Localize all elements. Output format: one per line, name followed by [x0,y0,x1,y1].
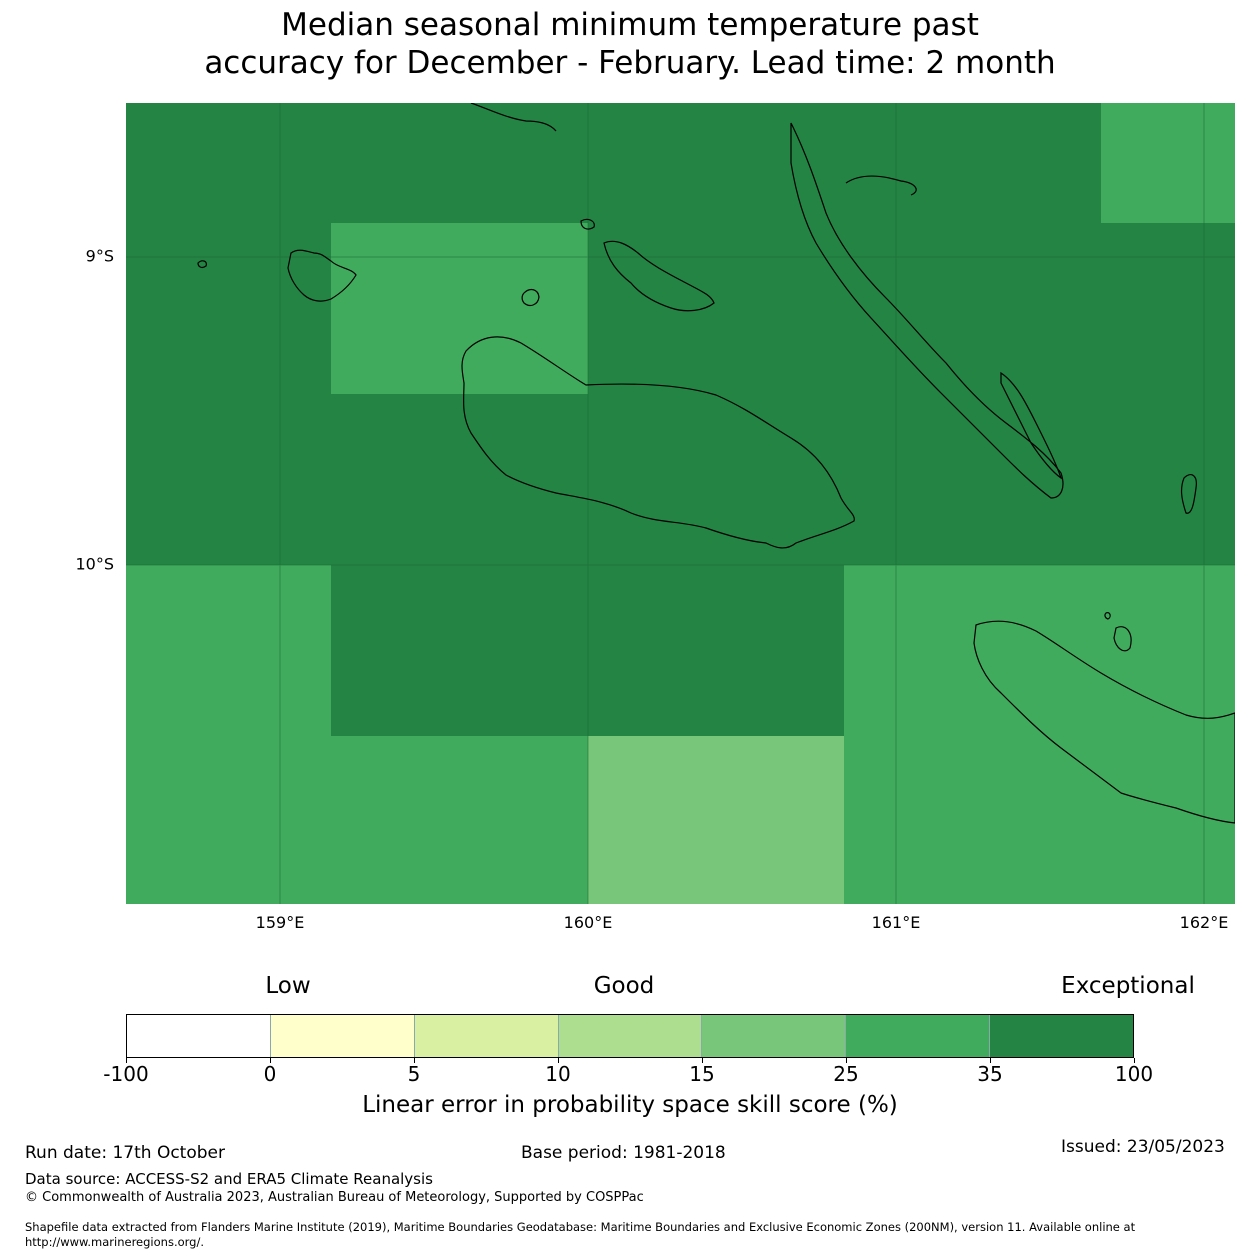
grid-cell [1101,103,1236,224]
coast-malaita-top [470,102,557,132]
grid-cell [588,394,845,566]
coast-ugi-island [1113,626,1132,652]
coast-islet-east [1180,474,1197,514]
colorbar-tick-label: 15 [689,1062,715,1086]
colorbar-tick-label: -100 [103,1062,149,1086]
grid-cell [1101,394,1236,566]
colorbar-segment [702,1015,847,1057]
colorbar-segment [990,1015,1134,1057]
lon-label-161e: 161°E [871,913,921,932]
coast-russell-islands [287,249,357,302]
colorbar-tick [558,1058,559,1063]
colorbar-title: Linear error in probability space skill … [362,1092,898,1118]
colorbar-tick-label: 0 [263,1062,277,1086]
grid-cell [588,223,845,395]
grid-cell [844,103,1102,224]
colorbar-tick-label: 10 [545,1062,571,1086]
category-low: Low [265,973,311,999]
colorbar-tick-label: 25 [833,1062,859,1086]
lon-label-160e: 160°E [563,913,613,932]
run-date: Run date: 17th October [25,1143,225,1163]
coastlines [197,102,1236,824]
coast-islet-three-sisters [1104,612,1111,620]
grid-cell [331,736,589,905]
base-period: Base period: 1981-2018 [521,1143,726,1163]
copyright: © Commonwealth of Australia 2023, Austra… [25,1190,644,1205]
grid-cell [126,223,332,395]
grid-cell [588,565,845,737]
colorbar-tick [846,1058,847,1063]
coast-malaita-north-tip [845,175,917,196]
grid-cell [844,394,1102,566]
colorbar-segment [414,1015,559,1057]
grid-cell [1101,223,1236,395]
colorbar-segment [558,1015,703,1057]
grid-cell [331,103,589,224]
colorbar-tick-label: 100 [1114,1062,1154,1086]
grid-cell [331,223,589,395]
lat-label-9s: 9°S [85,246,114,266]
colorbar-tick [414,1058,415,1063]
skill-grid [126,103,1236,905]
category-good: Good [593,973,655,999]
colorbar [126,1014,1134,1058]
colorbar-segment [846,1015,991,1057]
colorbar-tick-label: 5 [407,1062,421,1086]
issued-date: Issued: 23/05/2023 [1061,1137,1225,1157]
shapefile-credit-line-2: http://www.marineregions.org/. [25,1235,204,1249]
grid-cell [1101,736,1236,905]
grid-cell [844,223,1102,395]
colorbar-tick [126,1058,127,1063]
coast-makira [973,620,1236,824]
lon-label-159e: 159°E [255,913,305,932]
coast-guadalcanal [461,336,855,549]
category-exceptional: Exceptional [1061,973,1195,999]
title-line-2: accuracy for December - February. Lead t… [204,45,1056,81]
grid-cell [126,394,332,566]
coast-florida-islands [603,240,715,312]
shapefile-credit-line-1: Shapefile data extracted from Flanders M… [25,1220,1136,1234]
coast-savo [521,288,540,307]
coast-malaita-main [790,122,1064,499]
lat-label-10s: 10°S [75,554,114,574]
grid-cell [126,736,332,905]
grid-cell [588,103,845,224]
grid-cell [126,565,332,737]
colorbar-tick [1134,1058,1135,1063]
colorbar-tick [702,1058,703,1063]
colorbar-segment [127,1015,271,1057]
coast-florida-small [580,218,595,230]
grid-cell [126,103,332,224]
grid-cell [331,394,589,566]
grid-cell [588,736,845,905]
title-line-1: Median seasonal minimum temperature past [281,7,979,43]
coast-islet-west [197,260,207,269]
colorbar-segment [270,1015,415,1057]
map-canvas [126,102,1236,905]
skill-map [126,102,1236,905]
lon-label-162e: 162°E [1179,913,1229,932]
grid-cell [844,736,1102,905]
colorbar-tick-label: 35 [977,1062,1003,1086]
map-title: Median seasonal minimum temperature past… [0,6,1260,82]
colorbar-tick [270,1058,271,1063]
graticule [126,103,1235,904]
grid-cell [844,565,1102,737]
grid-cell [331,565,589,737]
coast-small-malaita [1000,371,1063,480]
colorbar-tick [990,1058,991,1063]
data-source: Data source: ACCESS-S2 and ERA5 Climate … [25,1170,433,1188]
grid-cell [1101,565,1236,737]
